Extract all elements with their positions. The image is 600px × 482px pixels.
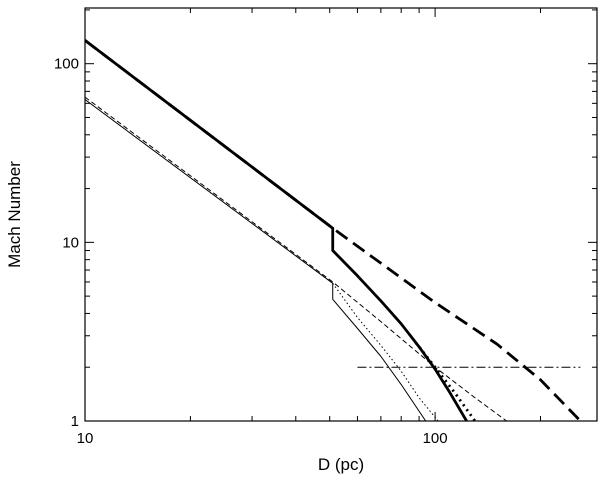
y-tick-label: 1 (71, 413, 79, 430)
series-line-thin-dotted (332, 282, 439, 421)
plot-frame (84, 7, 598, 422)
y-axis-label: Mach Number (5, 161, 24, 268)
series-line-thick-solid (85, 39, 468, 421)
y-tick-label: 100 (54, 56, 79, 73)
x-tick-label: 10 (77, 430, 94, 447)
series-line-thick-dotted (414, 341, 477, 421)
y-tick-label: 10 (62, 234, 79, 251)
series-layer (85, 39, 582, 421)
x-tick-label: 100 (423, 430, 448, 447)
series-line-thin-dashed (85, 96, 507, 421)
x-axis-label: D (pc) (318, 455, 364, 474)
